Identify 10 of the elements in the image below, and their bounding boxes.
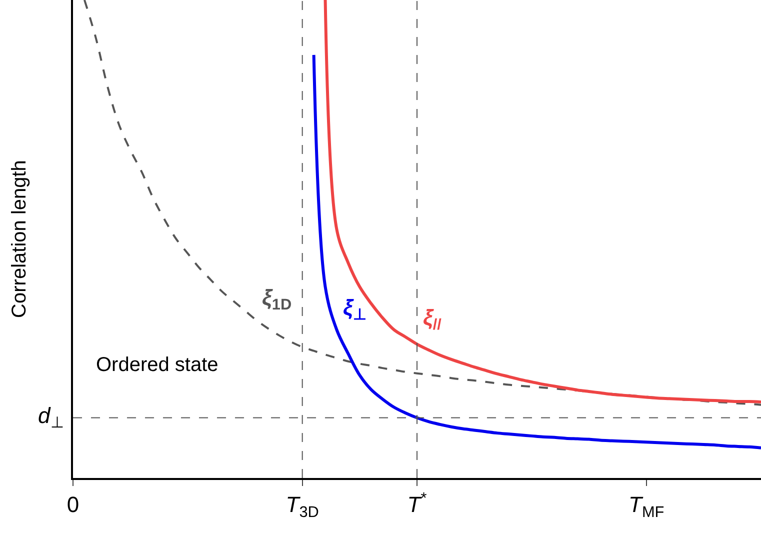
x-tick-label: T$_{MF}$	[628, 492, 664, 521]
series-label: ξ$_{1D}$	[262, 285, 292, 314]
y-axis-title: Correlation length	[8, 160, 30, 318]
series-label: ξ$_{⊥}$	[343, 295, 366, 324]
x-tick-label: 0	[66, 492, 80, 518]
ref-line-label: d$_{⊥}$	[38, 403, 64, 432]
annotation: Ordered state	[96, 354, 218, 376]
x-tick-label: T$^{*}$	[407, 490, 427, 518]
x-tick-label: T$_{3D}$	[286, 492, 319, 521]
series-label: ξ$_{//}$	[423, 305, 442, 334]
